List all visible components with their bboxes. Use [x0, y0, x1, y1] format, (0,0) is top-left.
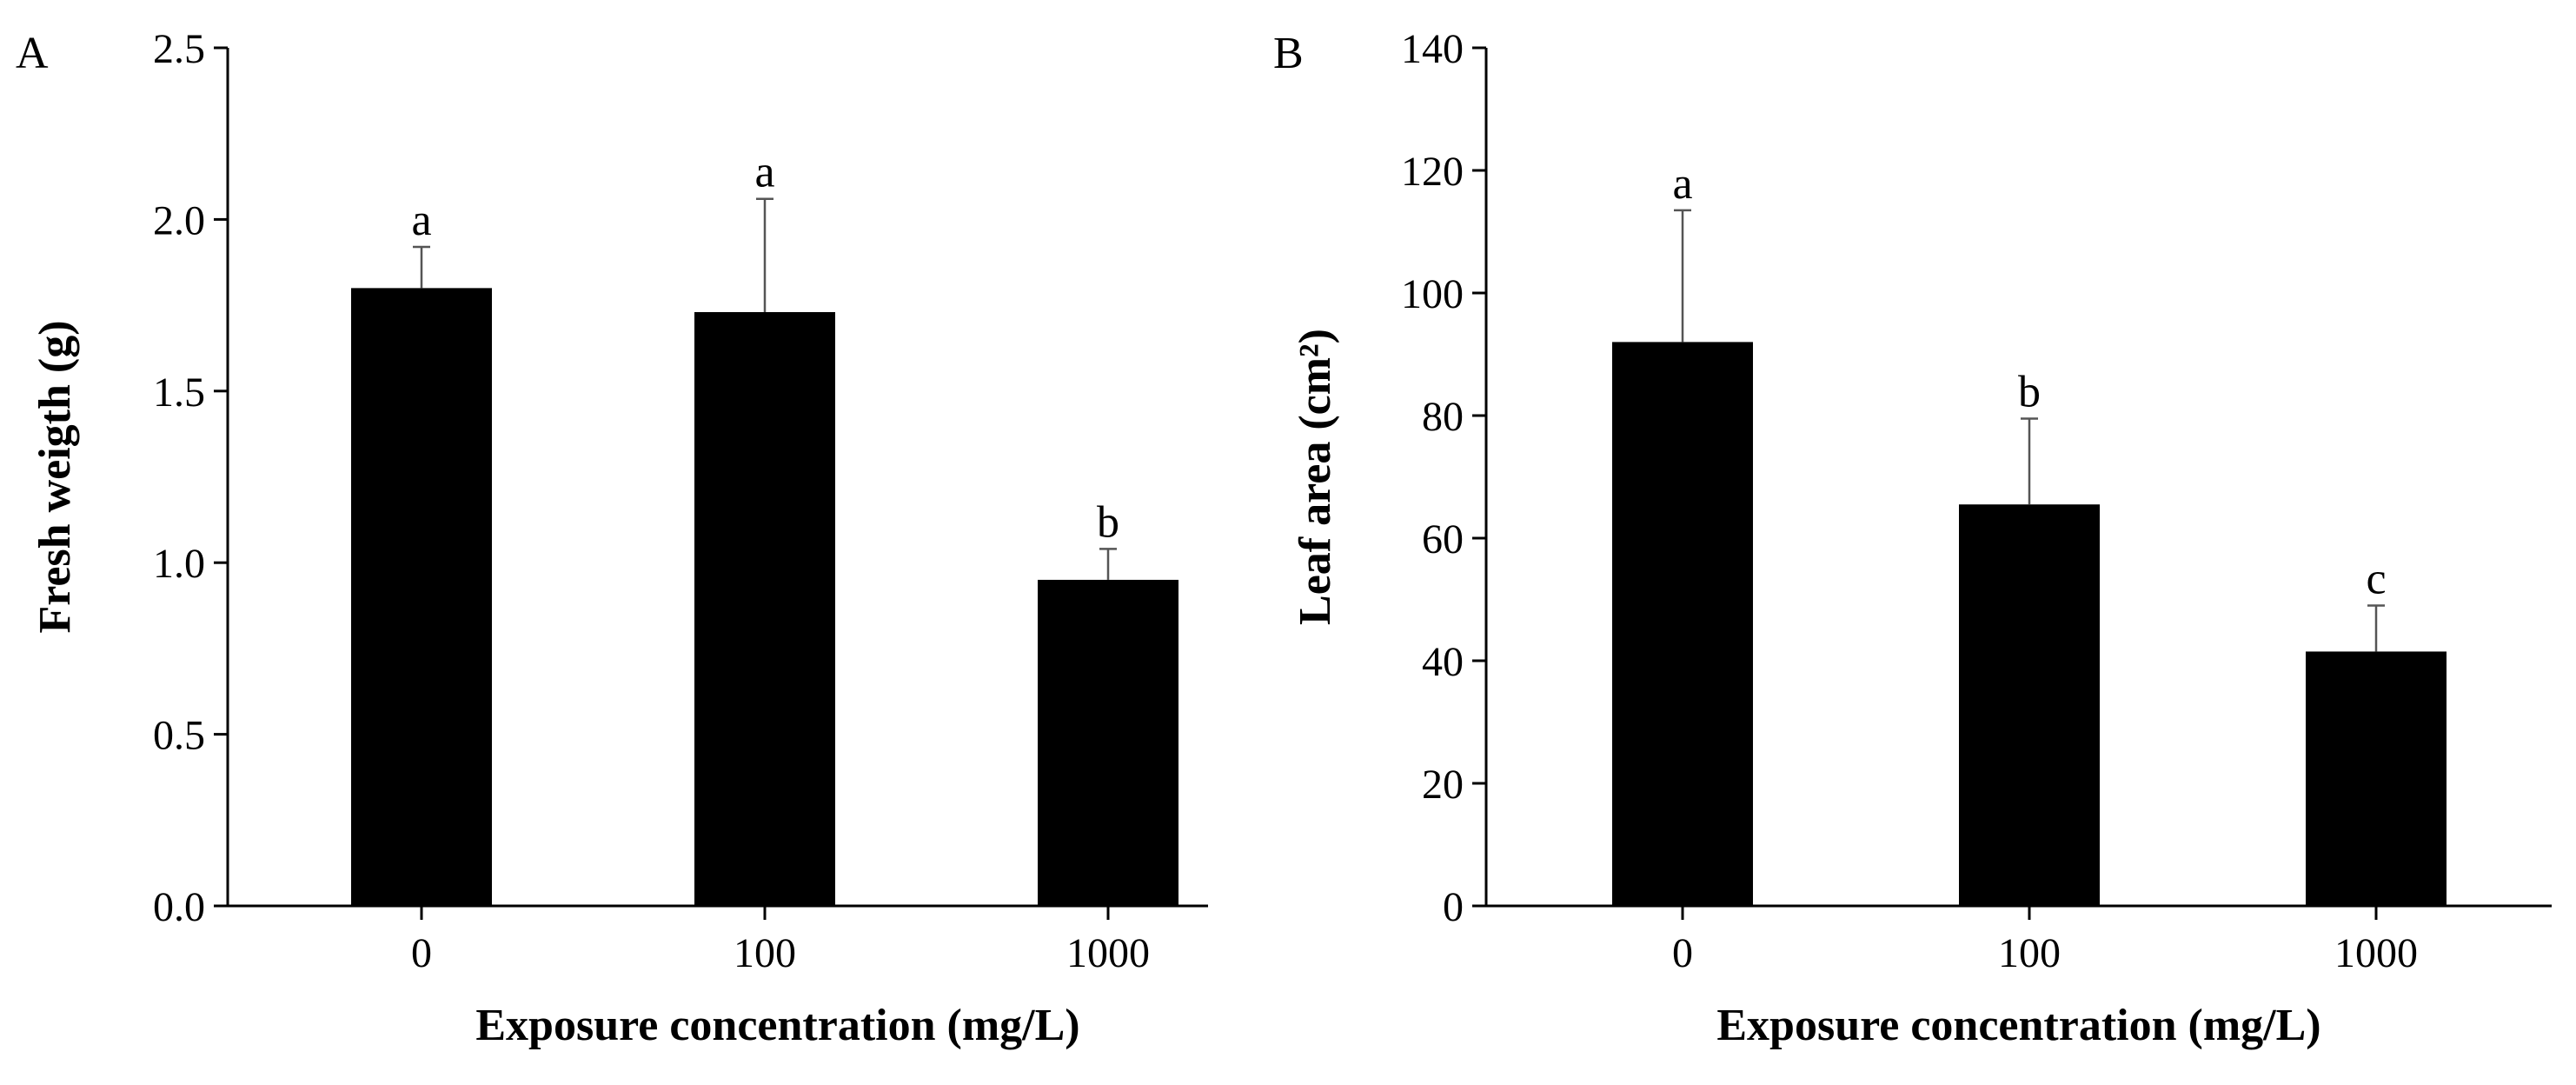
- panel-a-bar-1000: [1038, 579, 1178, 906]
- panel-b-y-axis-title: Leaf area (cm²): [1291, 329, 1340, 625]
- panel-b-y-tick-label: 60: [1422, 516, 1464, 562]
- panel-b-y-tick-label: 140: [1401, 26, 1464, 72]
- panel-a-y-tick-label: 0.5: [153, 713, 205, 759]
- panel-b-y-tick-label: 0: [1443, 884, 1464, 930]
- panel-a-significance-label: a: [754, 148, 774, 197]
- panel-a-x-tick-label: 1000: [1066, 930, 1150, 976]
- panel-b-bar-1000: [2306, 651, 2447, 906]
- panel-a-y-tick-label: 1.5: [153, 369, 205, 416]
- panel-b-y-tick-label: 20: [1422, 762, 1464, 808]
- panel-a-bar-100: [694, 311, 835, 907]
- panel-a-significance-label: b: [1097, 497, 1119, 547]
- panel-a-letter: A: [16, 29, 49, 78]
- panel-b-bar-100: [1959, 504, 2100, 906]
- panel-a-significance-label: a: [411, 196, 431, 245]
- panel-b-significance-label: c: [2366, 555, 2386, 604]
- panel-b-y-tick-label: 120: [1401, 149, 1464, 195]
- panel-b-significance-label: a: [1672, 159, 1692, 209]
- panel-b-significance-label: b: [2018, 368, 2041, 417]
- panel-a-y-axis-title: Fresh weigth (g): [30, 320, 80, 633]
- panel-b-letter: B: [1273, 29, 1304, 78]
- panel-a-y-tick-label: 2.5: [153, 26, 205, 72]
- panel-b-x-tick-label: 100: [1998, 930, 2061, 976]
- panel-b-x-tick-label: 0: [1672, 930, 1693, 976]
- panel-b-x-axis-title: Exposure concentration (mg/L): [1716, 1001, 2320, 1050]
- panel-a-y-tick-label: 2.0: [153, 197, 205, 243]
- panel-b-x-tick-label: 1000: [2334, 930, 2418, 976]
- panel-a-bar-0: [351, 288, 492, 906]
- panel-b-bar-0: [1612, 342, 1753, 906]
- panel-a-y-tick-label: 0.0: [153, 884, 205, 930]
- panel-a-y-tick-label: 1.0: [153, 541, 205, 587]
- panel-a-x-tick-label: 0: [411, 930, 432, 976]
- panel-b-y-tick-label: 80: [1422, 394, 1464, 440]
- panel-a-x-axis-title: Exposure concentration (mg/L): [475, 1001, 1079, 1050]
- panel-a-x-tick-label: 100: [734, 930, 796, 976]
- panel-a: A 0.0 0.5 1.0 1.5 2.0 2.5 a 0 a 100 b 1000 Exposure …: [16, 26, 1208, 1050]
- panel-b-y-tick-label: 40: [1422, 639, 1464, 685]
- panel-b: B 0 20 40 60 80 100 120 140 a 0 b 100 c 1000 Exposure …: [1273, 26, 2552, 1050]
- panel-b-y-tick-label: 100: [1401, 271, 1464, 317]
